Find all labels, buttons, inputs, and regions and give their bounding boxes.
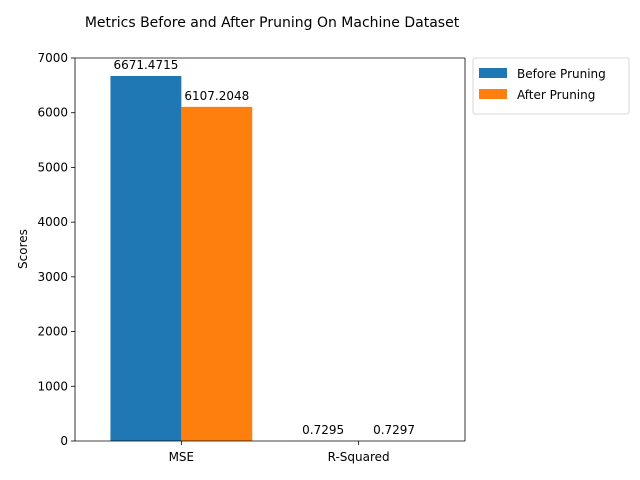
y-tick-label: 2000 — [37, 325, 68, 339]
legend-label: After Pruning — [517, 88, 595, 102]
y-axis-label: Scores — [16, 229, 30, 269]
y-tick-label: 7000 — [37, 51, 68, 65]
y-tick-label: 1000 — [37, 379, 68, 393]
y-tick-label: 3000 — [37, 270, 68, 284]
y-tick-label: 0 — [60, 434, 68, 448]
legend-swatch-after — [479, 89, 507, 99]
data-label: 6671.4715 — [113, 58, 178, 72]
bar-after-0 — [181, 106, 253, 442]
data-label: 0.7295 — [302, 423, 344, 437]
data-label: 6107.2048 — [184, 89, 249, 103]
bar-before-0 — [110, 75, 182, 441]
y-tick-label: 5000 — [37, 160, 68, 174]
x-tick-label: MSE — [169, 450, 195, 464]
y-tick-label: 4000 — [37, 215, 68, 229]
x-tick-label: R-Squared — [328, 450, 390, 464]
legend: Before Pruning After Pruning — [472, 57, 630, 115]
legend-label: Before Pruning — [517, 67, 606, 81]
data-label: 0.7297 — [373, 423, 415, 437]
legend-frame — [472, 57, 630, 115]
chart-title: Metrics Before and After Pruning On Mach… — [85, 15, 460, 31]
plot-area: 6671.4715 0.7295 6107.2048 0.7297 0 1000 2000 3… — [37, 51, 466, 464]
y-tick-label: 6000 — [37, 106, 68, 120]
legend-swatch-before — [479, 68, 507, 78]
